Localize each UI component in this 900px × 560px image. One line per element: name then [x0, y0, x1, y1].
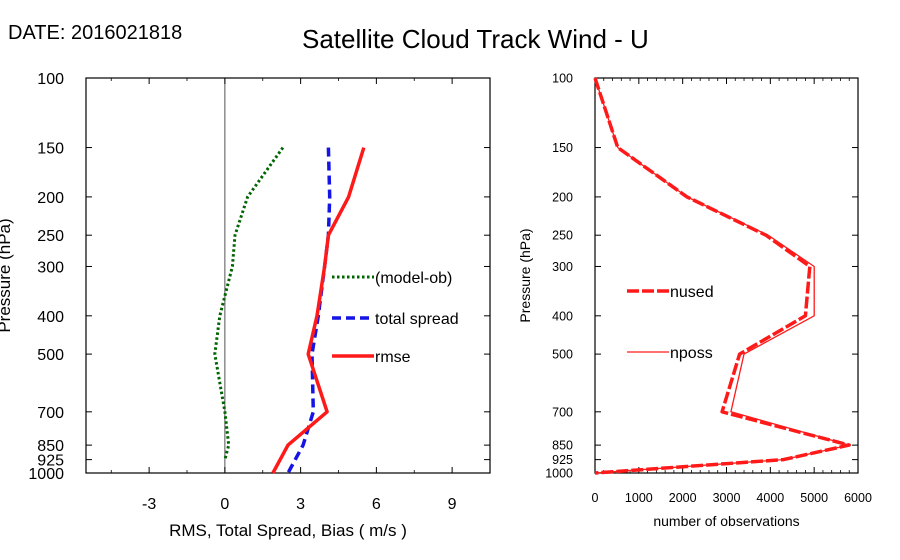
- series-line-total-spread: [286, 147, 332, 474]
- y-tick-label: 700: [37, 405, 64, 422]
- y-tick-label: 200: [37, 190, 64, 207]
- y-tick-label: 700: [552, 405, 573, 419]
- x-axis-title: RMS, Total Spread, Bias ( m/s ): [169, 521, 407, 540]
- x-tick-label: 3: [296, 496, 305, 513]
- x-tick-label: 1000: [625, 491, 653, 505]
- y-tick-label: 850: [37, 438, 64, 455]
- x-axis-title: number of observations: [653, 513, 799, 529]
- y-tick-label: 925: [37, 453, 64, 470]
- series-line-rmse: [271, 147, 366, 474]
- y-tick-label: 500: [552, 348, 573, 362]
- legend-label: (model-ob): [375, 270, 452, 287]
- x-tick-label: 0: [592, 491, 599, 505]
- y-tick-label: 1000: [545, 467, 573, 481]
- date-label: DATE: 2016021818: [8, 22, 183, 44]
- y-tick-label: 925: [552, 453, 573, 467]
- legend-label: nposs: [670, 345, 713, 362]
- x-tick-label: 9: [448, 496, 457, 513]
- legend-label: total spread: [375, 311, 459, 328]
- x-tick-label: -3: [142, 496, 156, 513]
- x-tick-label: 4000: [756, 491, 784, 505]
- y-tick-label: 300: [37, 259, 64, 276]
- y-tick-label: 400: [552, 309, 573, 323]
- y-tick-label: 150: [37, 141, 64, 158]
- series-line-nposs: [594, 77, 850, 474]
- series-line-nused: [593, 77, 851, 475]
- y-axis-title: Pressure (hPa): [517, 228, 533, 322]
- y-axis-title: Pressure (hPa): [0, 218, 14, 332]
- y-tick-label: 100: [552, 72, 573, 86]
- x-tick-label: 0: [220, 496, 229, 513]
- x-tick-label: 2000: [669, 491, 697, 505]
- y-tick-label: 400: [37, 309, 64, 326]
- y-tick-label: 1000: [28, 466, 64, 483]
- y-tick-label: 850: [552, 439, 573, 453]
- y-tick-label: 250: [37, 228, 64, 245]
- y-tick-label: 300: [552, 260, 573, 274]
- x-tick-label: 6: [372, 496, 381, 513]
- legend-label: nused: [670, 284, 714, 301]
- y-tick-label: 100: [37, 71, 64, 88]
- y-tick-label: 250: [552, 229, 573, 243]
- y-tick-label: 150: [552, 141, 573, 155]
- plot-frame: [85, 77, 491, 474]
- x-tick-label: 3000: [713, 491, 741, 505]
- chart-main-title: Satellite Cloud Track Wind - U: [302, 24, 649, 54]
- legend-label: rmse: [375, 349, 411, 366]
- y-tick-label: 500: [37, 347, 64, 364]
- x-tick-label: 6000: [844, 491, 872, 505]
- x-tick-label: 5000: [800, 491, 828, 505]
- y-tick-label: 200: [552, 190, 573, 204]
